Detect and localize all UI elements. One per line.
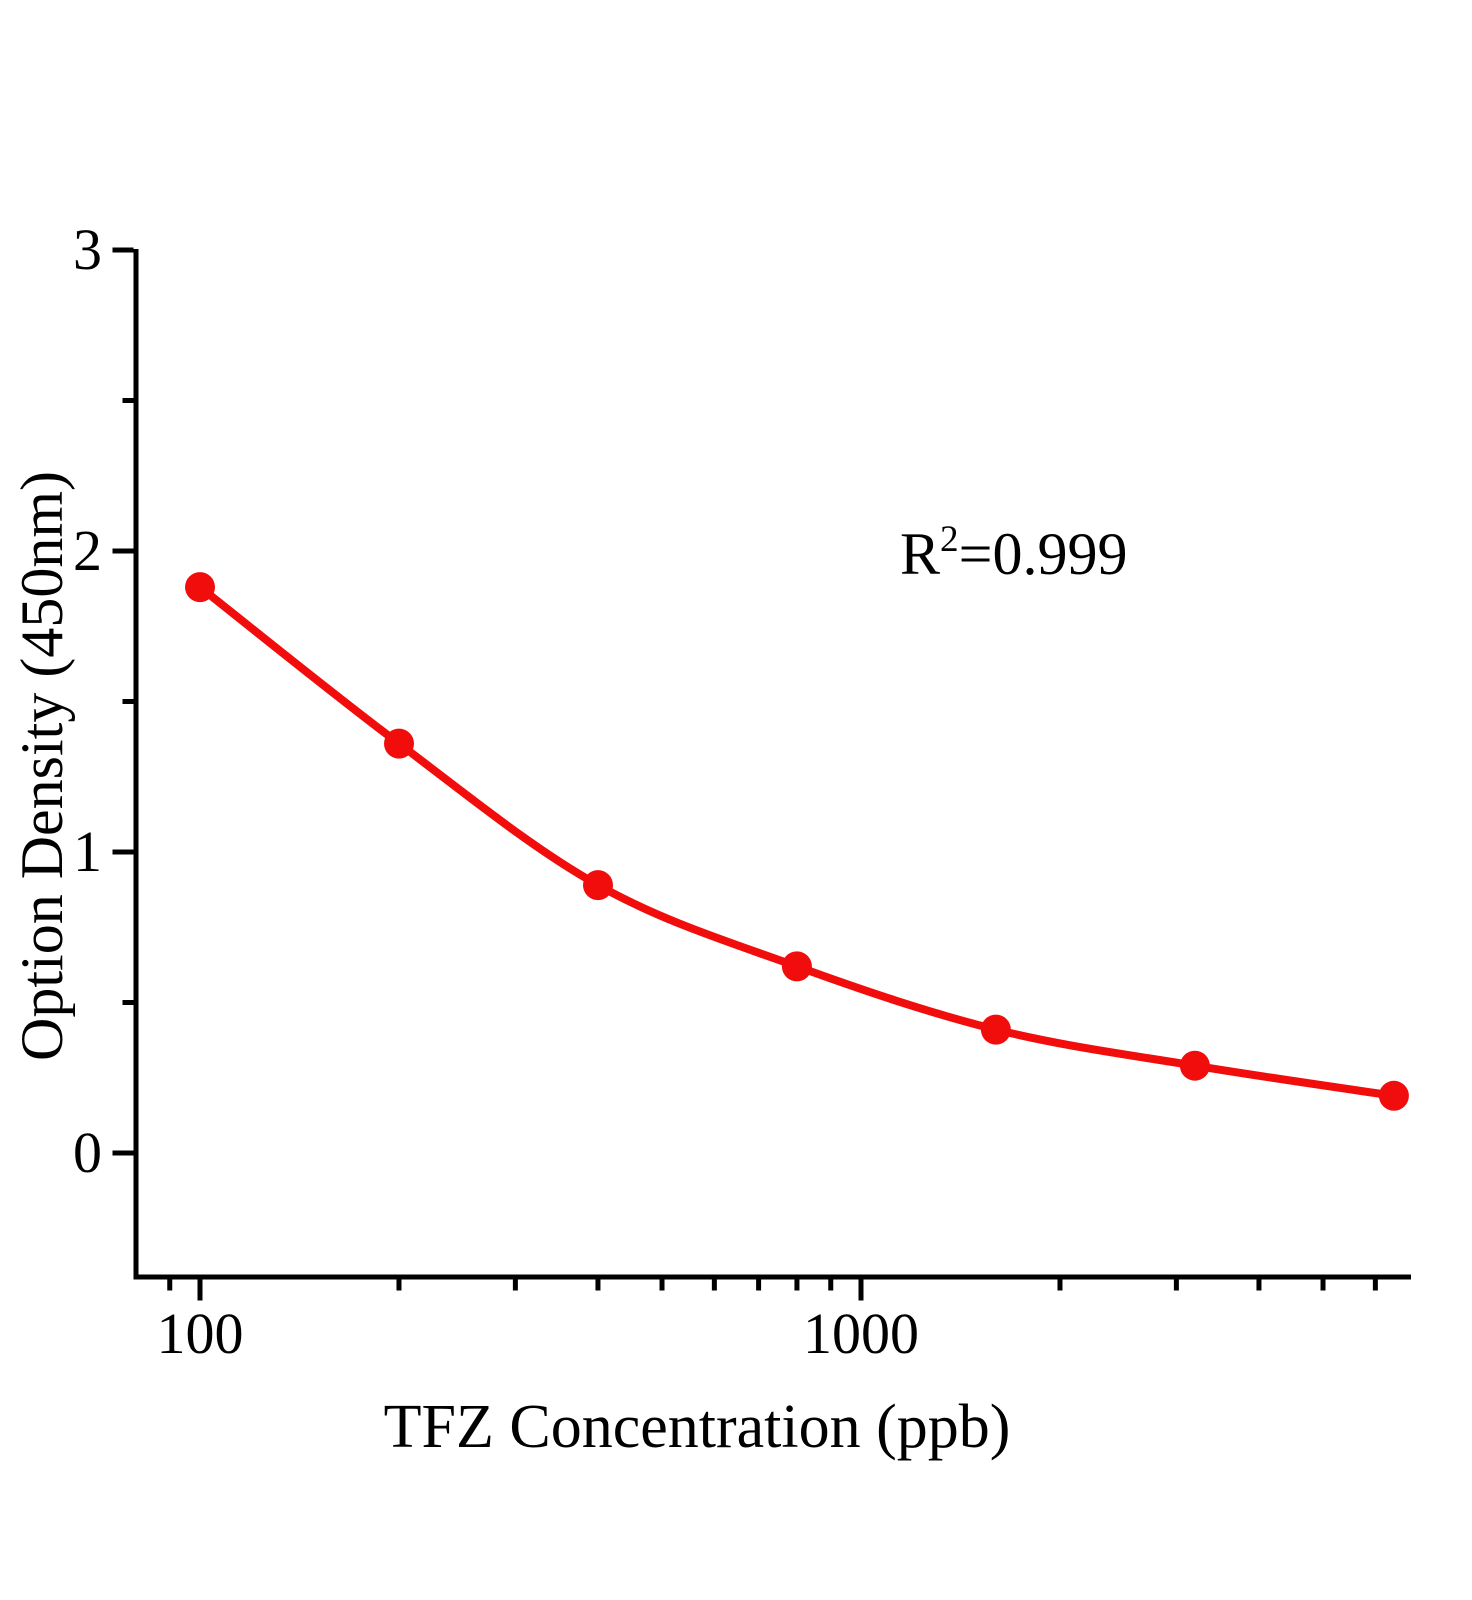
r-squared-annotation: R2=0.999 (900, 521, 1128, 587)
data-point-marker (781, 951, 812, 982)
y-tick-label: 0 (73, 1120, 102, 1185)
y-axis-title: Option Density (450nm) (9, 471, 75, 1061)
y-tick-label: 3 (73, 217, 102, 282)
series-layer (185, 572, 1409, 1111)
r-squared-base: R (900, 521, 941, 587)
tick-label-layer: 0 1 2 3 100 1000 (73, 217, 919, 1366)
x-tick-label: 1000 (803, 1301, 919, 1366)
y-tick-label: 2 (73, 518, 102, 583)
y-tick-label: 1 (73, 819, 102, 884)
r-squared-exponent: 2 (940, 519, 959, 561)
data-point-marker (1378, 1080, 1409, 1111)
standard-curve-line (196, 583, 1398, 1100)
data-point-marker (185, 572, 215, 603)
x-axis-title: TFZ Concentration (ppb) (383, 1393, 1011, 1461)
x-tick-label: 100 (157, 1301, 244, 1366)
axes-layer (112, 247, 1411, 1301)
data-point-marker (384, 728, 414, 759)
r-squared-value: =0.999 (958, 521, 1128, 587)
data-point-marker (583, 870, 613, 901)
data-point-marker (980, 1014, 1011, 1045)
data-point-marker (1179, 1050, 1210, 1081)
